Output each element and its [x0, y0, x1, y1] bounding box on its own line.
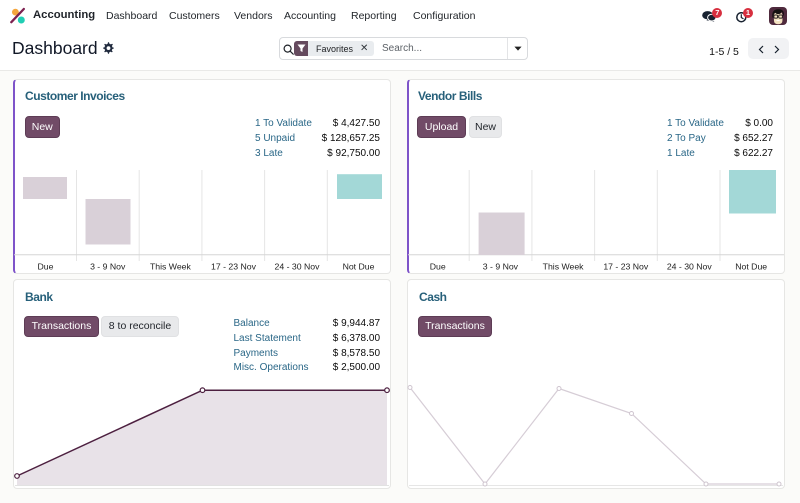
- svg-text:17 - 23 Nov: 17 - 23 Nov: [603, 261, 649, 271]
- svg-text:24 - 30 Nov: 24 - 30 Nov: [667, 261, 713, 271]
- svg-text:This Week: This Week: [543, 261, 585, 271]
- svg-text:Not Due: Not Due: [735, 261, 767, 271]
- svg-text:24 - 30 Nov: 24 - 30 Nov: [275, 261, 321, 271]
- svg-text:Due: Due: [38, 261, 54, 271]
- svg-text:Not Due: Not Due: [343, 261, 375, 271]
- svg-text:17 - 23 Nov: 17 - 23 Nov: [211, 261, 257, 271]
- svg-text:3 - 9 Nov: 3 - 9 Nov: [483, 261, 519, 271]
- svg-text:3 - 9 Nov: 3 - 9 Nov: [90, 261, 126, 271]
- svg-text:Due: Due: [430, 261, 446, 271]
- svg-text:This Week: This Week: [150, 261, 192, 271]
